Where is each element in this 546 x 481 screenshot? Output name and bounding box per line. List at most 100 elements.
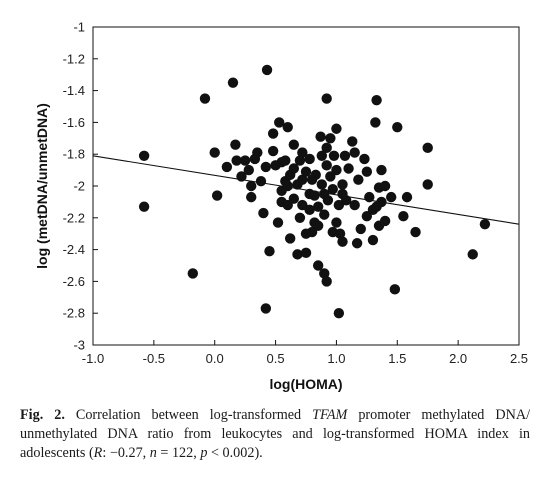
data-point: [297, 147, 308, 158]
data-point: [410, 226, 421, 238]
data-point: [333, 308, 345, 319]
x-tick-label: 1.0: [327, 351, 345, 366]
data-point: [230, 139, 241, 150]
data-point: [199, 93, 211, 104]
data-point: [321, 93, 332, 104]
data-point: [339, 150, 351, 161]
data-point: [280, 155, 291, 166]
data-point: [322, 195, 334, 206]
data-point: [258, 207, 269, 219]
x-tick-label: -0.5: [143, 351, 165, 366]
data-point: [260, 161, 272, 173]
y-axis-title: log (metDNA/unmetDNA): [34, 103, 50, 269]
data-point: [316, 150, 328, 161]
data-point: [221, 161, 233, 173]
gene-name: TFAM: [312, 407, 348, 423]
data-point: [355, 223, 366, 235]
data-point: [246, 191, 257, 203]
data-point: [347, 136, 358, 147]
data-point: [319, 209, 330, 220]
data-point: [252, 147, 263, 158]
data-point: [236, 171, 247, 182]
data-point: [398, 211, 409, 222]
data-point: [331, 164, 342, 176]
data-point: [328, 150, 340, 161]
data-point: [261, 64, 273, 76]
x-axis-title: log(HOMA): [269, 376, 342, 392]
data-point: [255, 176, 267, 187]
data-point: [272, 217, 284, 228]
data-point: [309, 190, 320, 201]
x-tick-label: -1.0: [82, 351, 104, 366]
data-point: [370, 117, 381, 128]
data-point: [294, 212, 306, 223]
data-point: [359, 153, 370, 165]
data-point: [321, 276, 332, 287]
data-point: [294, 155, 306, 166]
data-point: [239, 155, 251, 166]
data-point: [288, 193, 300, 204]
data-point: [300, 247, 312, 258]
data-point: [327, 183, 338, 195]
data-point: [288, 139, 300, 150]
data-point: [282, 121, 293, 133]
caption-text-4: = 122,: [156, 445, 201, 461]
data-point: [312, 260, 324, 271]
data-point: [325, 133, 336, 144]
data-point: [274, 117, 285, 128]
caption-text-1: Correlation between log-transformed: [64, 407, 313, 423]
scatter-chart: -1.0 -0.5 0.0 0.5 1.0 1.5 2.0 2.5 -1 -1.2 -1.4 -1.…: [34, 20, 528, 393]
data-point: [349, 199, 360, 211]
data-point: [312, 201, 324, 212]
data-point: [267, 128, 279, 139]
data-point: [376, 164, 387, 176]
data-point: [227, 77, 239, 88]
data-point: [246, 180, 257, 192]
data-point: [353, 174, 364, 185]
data-point: [371, 94, 382, 106]
figure-label: Fig. 2.: [20, 407, 65, 423]
data-point: [288, 163, 300, 174]
x-tick-label: 2.5: [510, 351, 528, 366]
caption-text-3: : −0.27,: [102, 445, 150, 461]
data-point: [267, 145, 279, 157]
data-point: [386, 191, 397, 203]
data-point: [231, 155, 242, 166]
n-label: n: [149, 445, 157, 461]
data-point: [138, 150, 150, 161]
x-tick-label: 2.0: [449, 351, 467, 366]
data-point: [304, 153, 315, 165]
data-point: [401, 191, 413, 203]
x-tick-label: 1.5: [388, 351, 406, 366]
data-point: [337, 179, 348, 190]
caption-text-2: promoter methylated DNA/ unmethylated DN…: [20, 407, 531, 461]
data-point: [243, 164, 254, 176]
data-point: [187, 268, 199, 279]
caption-text-5: < 0.002).: [207, 445, 263, 461]
data-point: [361, 166, 373, 177]
figure-caption: Fig. 2. Correlation between log-transfor…: [20, 406, 530, 463]
data-point: [349, 147, 360, 158]
data-point: [211, 190, 223, 201]
y-tick-label: -1: [73, 20, 85, 35]
y-tick-label: -1.4: [63, 83, 85, 98]
data-point: [319, 268, 330, 279]
r-label: R: [93, 445, 103, 461]
data-point: [310, 169, 321, 181]
data-point: [422, 142, 433, 154]
y-tick-label: -3: [73, 338, 85, 353]
data-point: [260, 303, 272, 314]
data-point: [138, 201, 150, 212]
data-point: [209, 147, 220, 158]
data-points: [138, 64, 491, 319]
data-point: [331, 123, 342, 134]
y-tick-label: -2.6: [63, 274, 85, 289]
trend-line: [92, 155, 520, 225]
data-point: [304, 204, 315, 216]
y-tick-label: -2: [73, 179, 85, 194]
p-label: p: [200, 445, 208, 461]
data-point: [292, 249, 303, 260]
x-tick-label: 0.0: [206, 351, 224, 366]
data-point: [379, 215, 391, 227]
y-tick-label: -2.2: [63, 210, 85, 225]
